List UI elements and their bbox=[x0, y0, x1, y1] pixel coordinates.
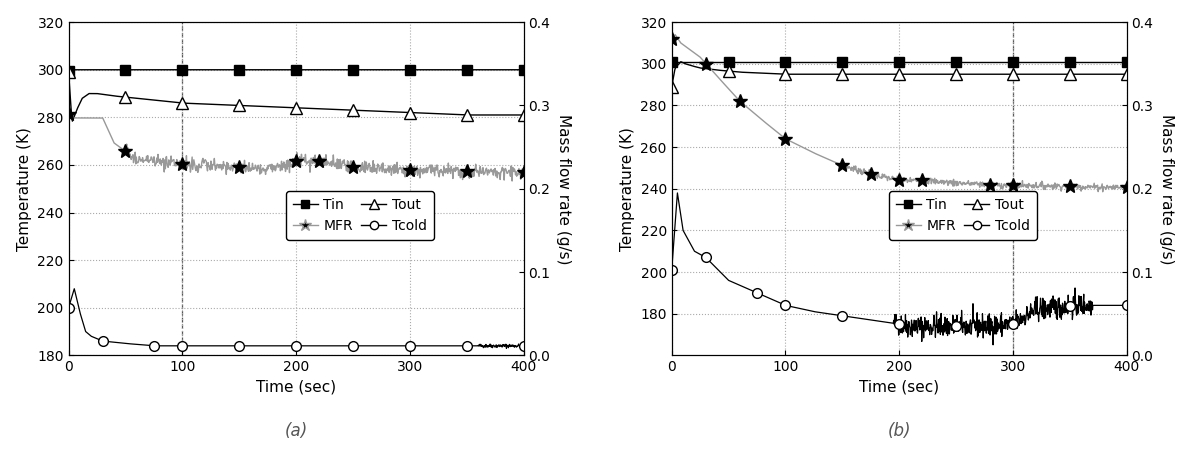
Y-axis label: Mass flow rate (g/s): Mass flow rate (g/s) bbox=[556, 113, 572, 264]
Y-axis label: Temperature (K): Temperature (K) bbox=[17, 127, 32, 251]
X-axis label: Time (sec): Time (sec) bbox=[859, 380, 940, 395]
Legend: Tin, MFR, Tout, Tcold: Tin, MFR, Tout, Tcold bbox=[888, 191, 1037, 240]
X-axis label: Time (sec): Time (sec) bbox=[256, 380, 336, 395]
Legend: Tin, MFR, Tout, Tcold: Tin, MFR, Tout, Tcold bbox=[286, 191, 434, 240]
Text: (a): (a) bbox=[285, 422, 307, 440]
Y-axis label: Temperature (K): Temperature (K) bbox=[619, 127, 635, 251]
Y-axis label: Mass flow rate (g/s): Mass flow rate (g/s) bbox=[1159, 113, 1174, 264]
Text: (b): (b) bbox=[887, 422, 911, 440]
